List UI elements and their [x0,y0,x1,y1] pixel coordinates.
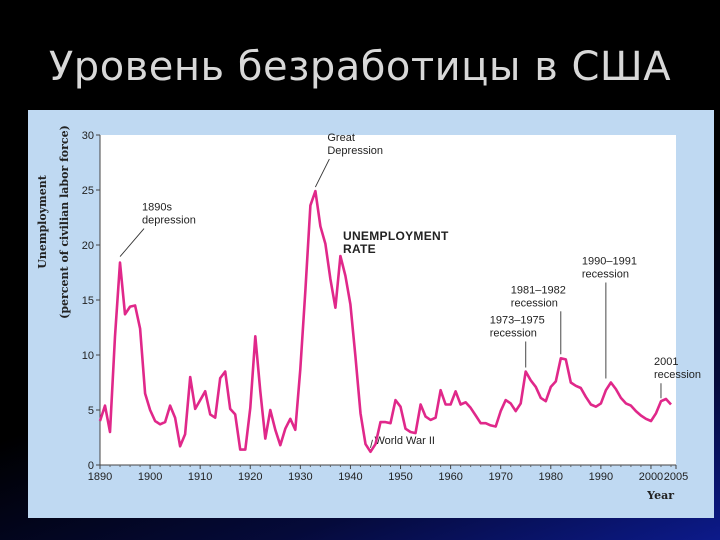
slide-title: Уровень безработицы в США [48,44,672,90]
y-axis-title-line1: Unemployment [36,174,49,268]
annotation-label: 2001 [654,356,678,368]
x-tick-label: 1960 [438,471,462,483]
unemployment-chart: Unemployment (percent of civilian labor … [36,125,701,502]
annotation-label: World War II [374,435,435,447]
annotation-leader [370,439,373,448]
y-axis-title: Unemployment (percent of civilian labor … [36,125,71,319]
x-tick-label: 2005 [664,471,688,483]
series-label-line1: UNEMPLOYMENT [343,229,449,243]
y-tick-label: 30 [82,130,94,142]
y-tick-label: 20 [82,240,94,252]
x-axis-title: Year [646,489,674,502]
annotation-label: 1981–1982 [511,284,566,296]
x-tick-label: 1930 [288,471,312,483]
annotation-label: 1890s [142,202,172,214]
axes: 0 5 10 15 20 25 30 1890 1900 1910 1920 1930 1940 1950… [82,130,688,483]
annotation-label: depression [142,215,196,227]
x-tick-label: 1940 [338,471,362,483]
y-tick-label: 10 [82,350,94,362]
annotation-leader [314,158,330,188]
chart-panel: Unemployment (percent of civilian labor … [28,110,714,518]
x-tick-label: 1950 [388,471,412,483]
annotation-label: recession [490,328,537,340]
series-layer [98,189,672,454]
annotation-label: recession [654,369,701,381]
series-line [98,189,672,454]
y-tick-label: 25 [82,185,94,197]
x-tick-label: 1910 [188,471,212,483]
x-tick-label: 1900 [138,471,162,483]
x-tick-label: 2000 [639,471,663,483]
annotation-label: 1973–1975 [490,315,545,327]
x-tick-label: 1980 [539,471,563,483]
annotation-label: Great [327,132,355,144]
annotation-label: recession [582,269,629,281]
x-tick-label: 1970 [488,471,512,483]
y-tick-label: 15 [82,295,94,307]
annotation-label: 1990–1991 [582,256,637,268]
x-tick-label: 1920 [238,471,262,483]
y-axis-title-line2: (percent of civilian labor force) [58,125,71,319]
y-tick-label: 0 [88,460,94,472]
x-tick-label: 1890 [88,471,112,483]
plot-background [100,135,676,465]
annotation-leader [119,228,145,257]
series-label-line2: RATE [343,242,376,256]
y-tick-label: 5 [88,405,94,417]
annotation-label: recession [511,297,558,309]
annotation-label: Depression [327,145,383,157]
x-tick-label: 1990 [589,471,613,483]
